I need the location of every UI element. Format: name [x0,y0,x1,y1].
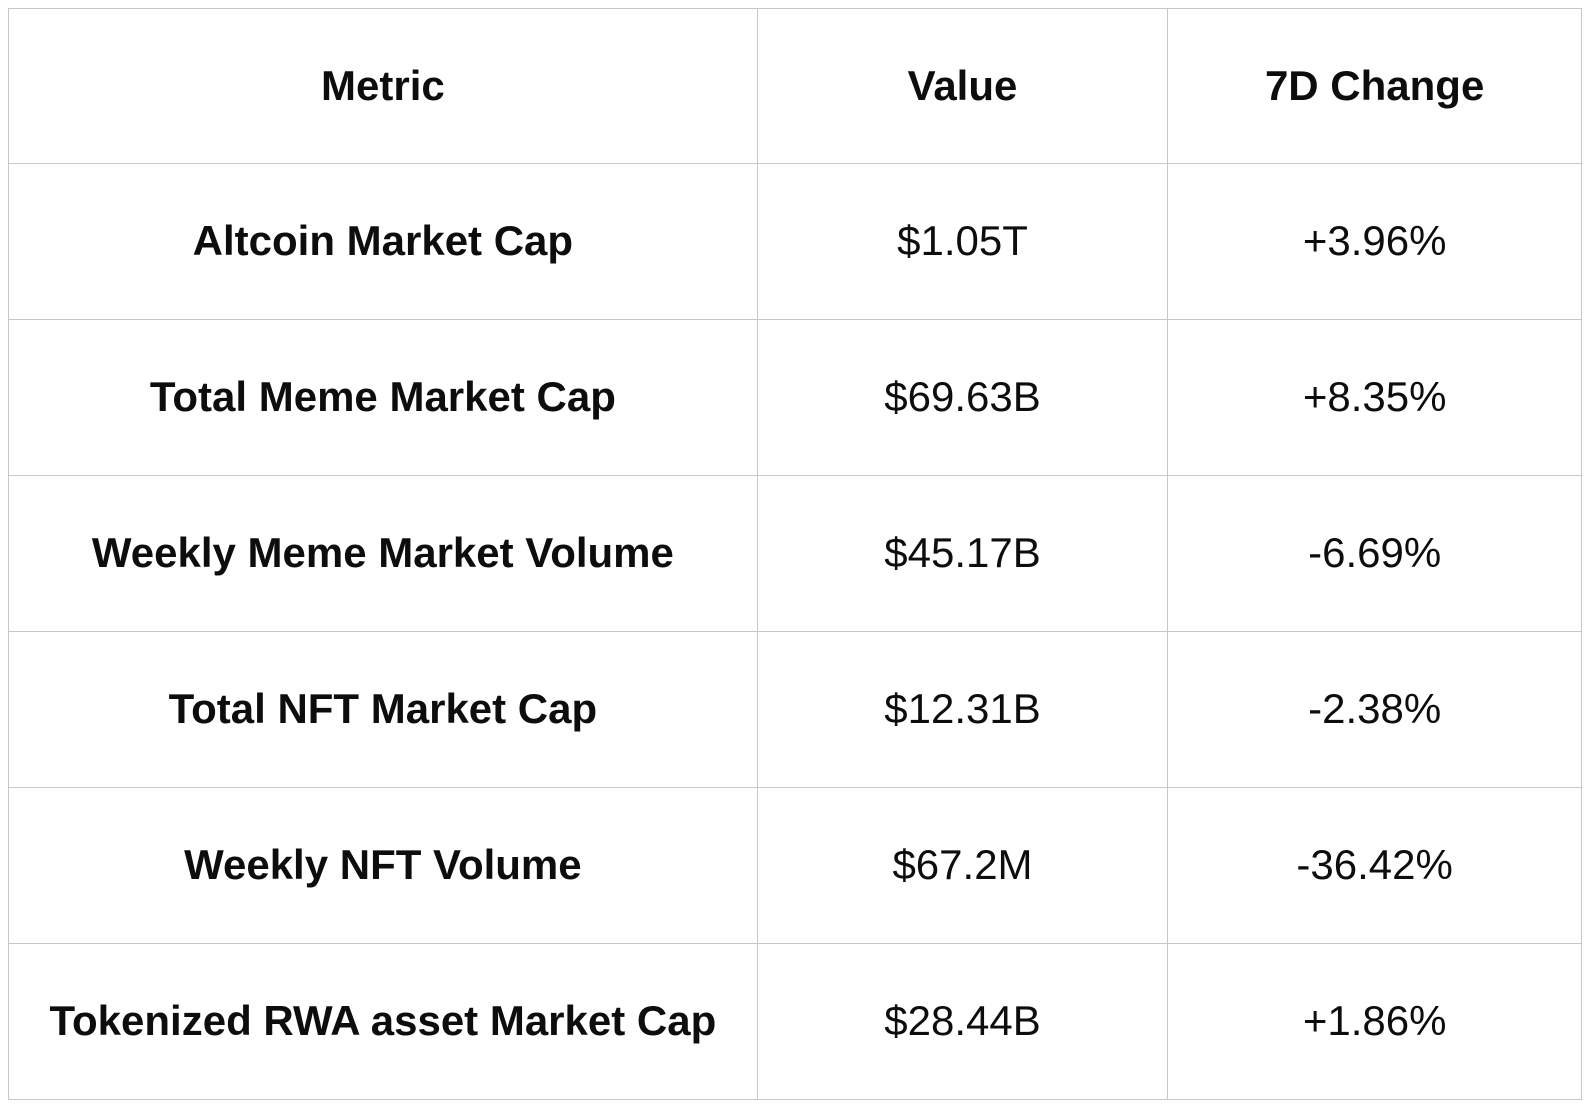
header-row: Metric Value 7D Change [8,8,1582,164]
change-cell: +1.86% [1167,943,1582,1100]
table-row: Total Meme Market Cap $69.63B +8.35% [8,319,1582,476]
value-cell: $69.63B [756,319,1169,476]
metric-cell: Tokenized RWA asset Market Cap [8,943,758,1100]
value-cell: $12.31B [756,631,1169,788]
value-cell: $67.2M [756,787,1169,944]
metric-cell: Weekly NFT Volume [8,787,758,944]
metric-cell: Total Meme Market Cap [8,319,758,476]
metric-cell: Altcoin Market Cap [8,163,758,320]
crypto-metrics-table: Metric Value 7D Change Altcoin Market Ca… [8,8,1582,1100]
change-cell: +8.35% [1167,319,1582,476]
change-cell: -2.38% [1167,631,1582,788]
value-cell: $1.05T [756,163,1169,320]
change-cell: -6.69% [1167,475,1582,632]
value-cell: $45.17B [756,475,1169,632]
column-header-7d-change: 7D Change [1167,8,1582,164]
table-row: Weekly Meme Market Volume $45.17B -6.69% [8,475,1582,632]
change-cell: -36.42% [1167,787,1582,944]
column-header-metric: Metric [8,8,758,164]
change-cell: +3.96% [1167,163,1582,320]
table-row: Weekly NFT Volume $67.2M -36.42% [8,787,1582,944]
value-cell: $28.44B [756,943,1169,1100]
table-row: Tokenized RWA asset Market Cap $28.44B +… [8,943,1582,1100]
metric-cell: Weekly Meme Market Volume [8,475,758,632]
table-row: Altcoin Market Cap $1.05T +3.96% [8,163,1582,320]
metric-cell: Total NFT Market Cap [8,631,758,788]
column-header-value: Value [756,8,1169,164]
table-row: Total NFT Market Cap $12.31B -2.38% [8,631,1582,788]
